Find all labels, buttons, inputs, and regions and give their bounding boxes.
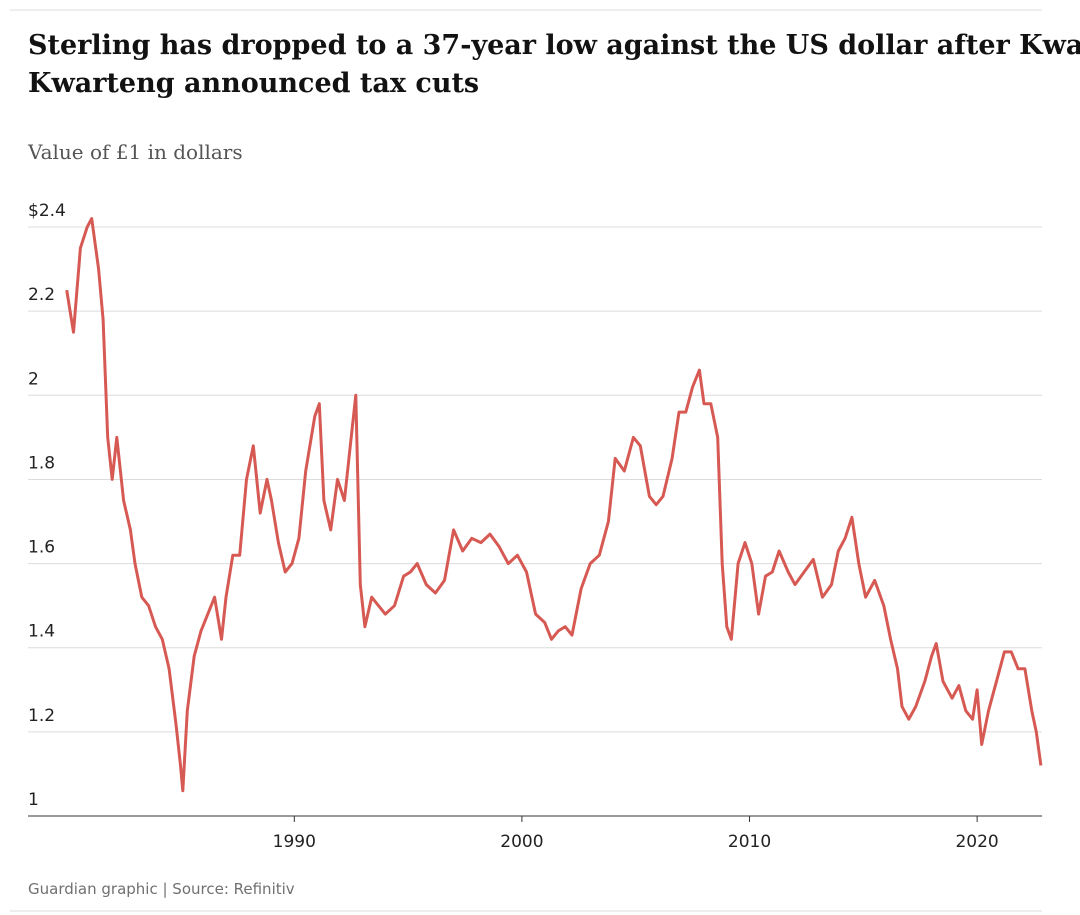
- y-tick-label: 1: [28, 790, 39, 810]
- x-tick-label: 2010: [728, 832, 771, 852]
- x-tick-label: 2020: [955, 832, 998, 852]
- y-tick-label: 1.8: [28, 453, 55, 473]
- y-tick-label: 2.2: [28, 285, 55, 305]
- x-tick-label: 2000: [500, 832, 543, 852]
- y-tick-label: 2: [28, 369, 39, 389]
- y-tick-label: $2.4: [28, 201, 66, 221]
- x-tick-label: 1990: [273, 832, 316, 852]
- source: Guardian graphic | Source: Refinitiv: [28, 880, 295, 898]
- line: [65, 217, 1043, 793]
- y-tick-label: 1.6: [28, 538, 55, 558]
- y-tick-label: 1.2: [28, 706, 55, 726]
- y-tick-label: 1.4: [28, 622, 55, 642]
- chart-title: Sterling has dropped to a 37-year low ag…: [28, 30, 1080, 99]
- chart-subtitle: Value of £1 in dollars: [27, 140, 243, 164]
